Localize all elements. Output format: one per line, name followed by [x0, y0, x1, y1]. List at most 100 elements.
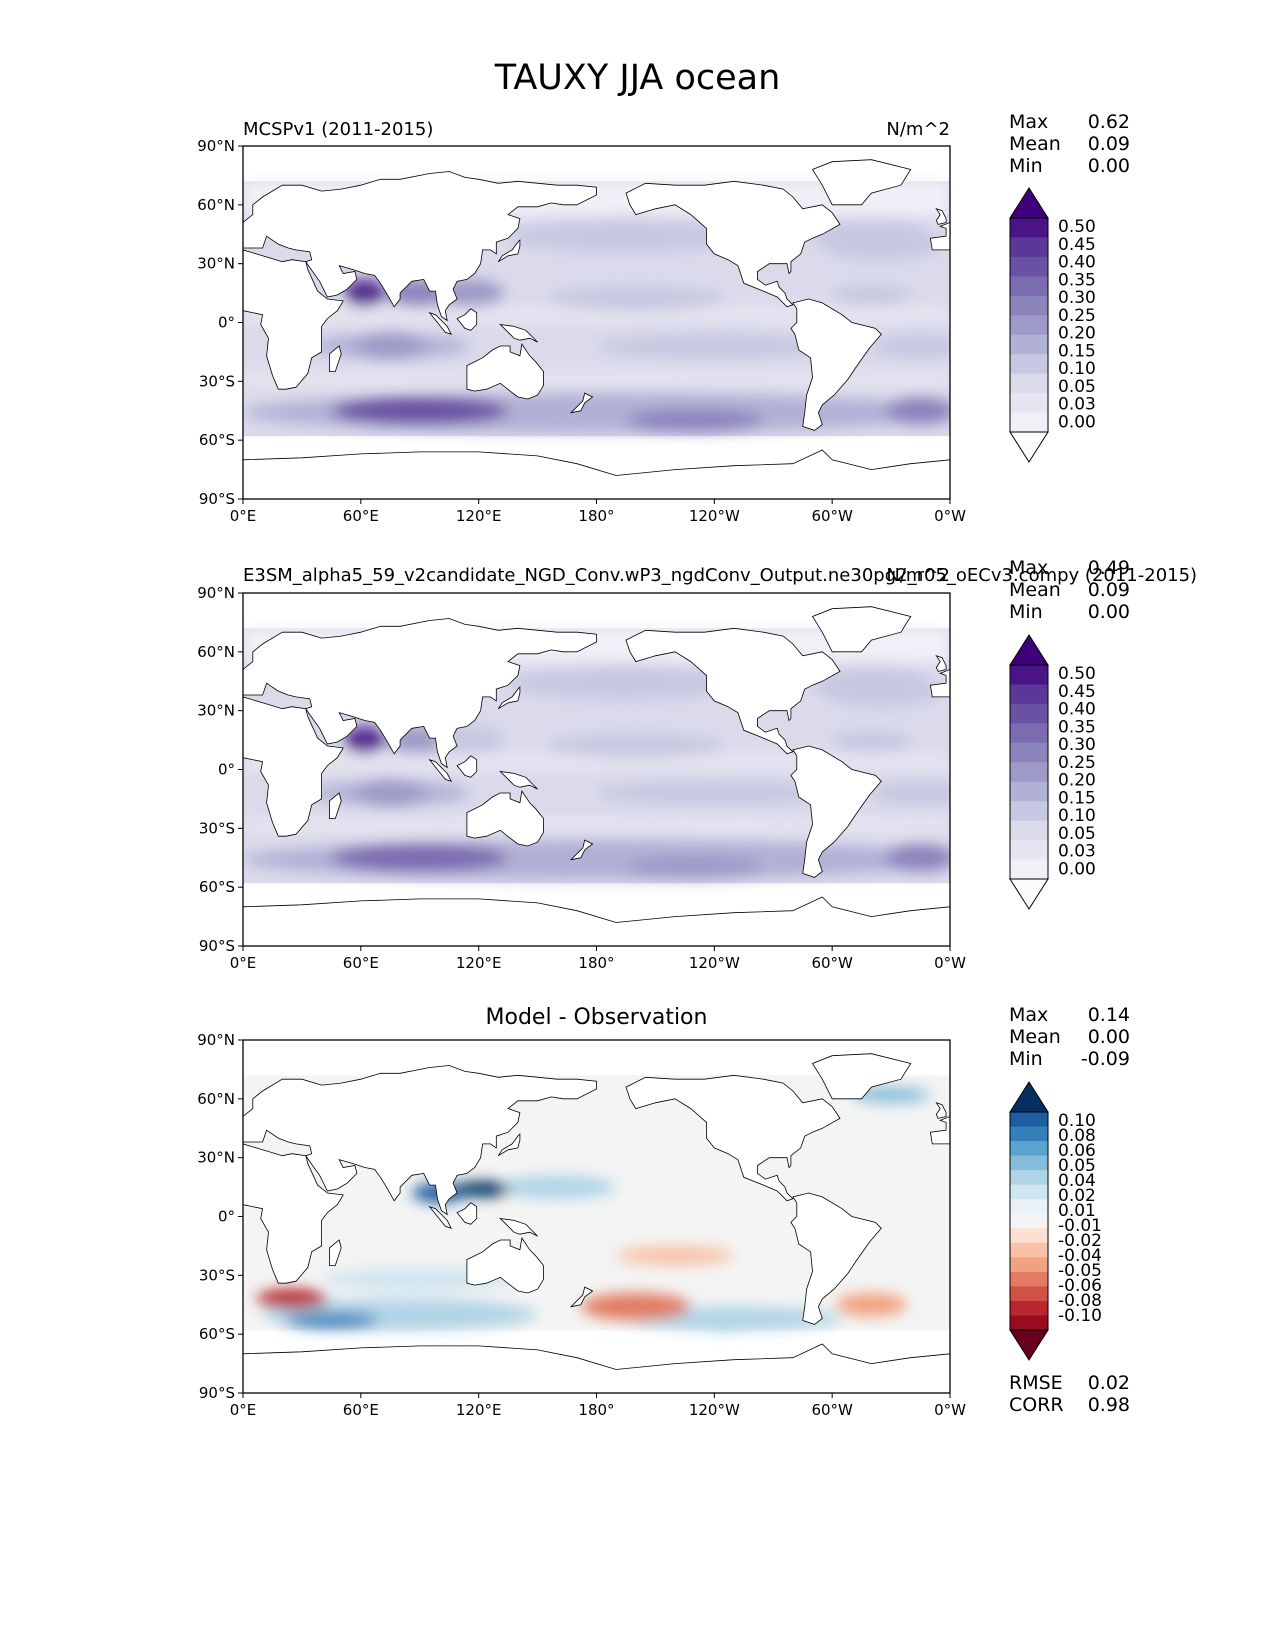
stat-value-mean: 0.09 [1087, 579, 1130, 601]
south-indian-trades [354, 332, 426, 360]
x-tick-label: 0°E [230, 507, 257, 525]
south-atlantic [885, 397, 950, 425]
land-new-zealand [569, 839, 594, 861]
land-new-zealand [569, 1286, 594, 1308]
colorbar-segment [1010, 1257, 1048, 1273]
land-borneo [456, 1202, 478, 1225]
x-tick-label: 0°E [230, 1401, 257, 1419]
colorbar-tick-label: 0.50 [1058, 217, 1096, 237]
land-south-america [790, 745, 882, 878]
x-tick-label: 0°W [934, 1401, 966, 1419]
colorbar-segment [1010, 665, 1048, 685]
colorbar-segment [1010, 237, 1048, 258]
colorbar-segment [1010, 334, 1048, 355]
land-sumatra [428, 1205, 452, 1229]
north-atlantic-trades [832, 732, 911, 752]
colorbar-tick-label: 0.10 [1058, 806, 1096, 826]
panel-3-metrics-values: 0.02 0.98 [1070, 1372, 1130, 1416]
stat-label-min: Min [1009, 1048, 1043, 1070]
land-madagascar [329, 345, 342, 372]
colorbar-segment [1010, 315, 1048, 336]
x-tick-label: 120°W [689, 954, 740, 972]
colorbar-segment [1010, 412, 1048, 433]
y-tick-label: 60°S [199, 878, 235, 896]
colorbar-tick-label: 0.06 [1058, 1141, 1096, 1161]
north-pacific [567, 218, 685, 250]
y-tick-label: 90°N [197, 1031, 235, 1049]
colorbar-frame [1009, 217, 1049, 433]
colorbar-segment [1010, 1213, 1048, 1229]
y-tick-label: 60°S [199, 431, 235, 449]
land-japan [497, 686, 521, 710]
south-indian-trades [354, 779, 426, 807]
colorbar-tick-label: 0.01 [1058, 1201, 1096, 1221]
panel-3-metrics-labels: RMSE CORR [1009, 1372, 1064, 1416]
colorbar-tick-label: 0.30 [1058, 735, 1096, 755]
colorbar-tick-label: 0.25 [1058, 753, 1096, 773]
panel-1-stats-labels: Max Mean Min [1009, 111, 1061, 177]
panel-1-colorbar: 0.500.450.400.350.300.250.200.150.100.05… [1009, 187, 1096, 463]
land-greenland [811, 159, 912, 206]
stat-value-max: 0.49 [1087, 557, 1130, 579]
colorbar-segment [1010, 373, 1048, 394]
doldrums [243, 306, 950, 323]
southern-indian-diff [284, 1312, 379, 1329]
panel-3-stats-labels: Max Mean Min [1009, 1004, 1061, 1070]
colorbar-tick-label: -0.05 [1058, 1261, 1102, 1281]
colorbar-segment [1010, 295, 1048, 316]
land-africa [243, 696, 344, 837]
colorbar-segment [1010, 859, 1048, 880]
y-tick-label: 30°N [197, 702, 235, 720]
panel-2-units: N/m^2 [886, 565, 950, 586]
panel-2-map: 0°E 60°E 120°E 180° 120°W 60°W 0°W 90°N 60°N 30°N… [197, 584, 966, 972]
west-pacific-band [498, 1175, 617, 1199]
land-greenland [811, 1053, 912, 1100]
x-tick-label: 180° [578, 954, 614, 972]
land-eurasia [243, 171, 597, 322]
colorbar-tick-label: 0.20 [1058, 324, 1096, 344]
panel-2-left-title: E3SM_alpha5_59_v2candidate_NGD_Conv.wP3_… [243, 565, 1198, 586]
subtropical-high [243, 371, 950, 386]
colorbar-tick-label: 0.10 [1058, 359, 1096, 379]
land-eurasia [243, 1065, 597, 1216]
colorbar-tick-label: 0.00 [1058, 412, 1096, 432]
south-atlantic-trades [871, 781, 950, 805]
colorbar-segment [1010, 1199, 1048, 1215]
panel-3-map: 0°E 60°E 120°E 180° 120°W 60°W 0°W 90°N 60°N 30°N… [197, 1031, 966, 1419]
stat-value-min: 0.00 [1087, 155, 1130, 177]
x-tick-label: 0°W [934, 507, 966, 525]
x-tick-label: 60°W [811, 507, 853, 525]
colorbar-tick-label: -0.06 [1058, 1276, 1102, 1296]
colorbar-tick-label: 0.05 [1058, 824, 1096, 844]
stat-label-max: Max [1009, 557, 1049, 579]
colorbar-segment [1010, 276, 1048, 297]
colorbar-tick-label: 0.05 [1058, 1156, 1096, 1176]
colorbar-tick-label: 0.00 [1058, 859, 1096, 879]
colorbar-segment [1010, 742, 1048, 763]
y-tick-label: 90°N [197, 137, 235, 155]
colorbar-tick-label: 0.15 [1058, 341, 1096, 361]
colorbar-tick-label: -0.10 [1058, 1306, 1102, 1326]
panel-1-units: N/m^2 [886, 119, 950, 140]
colorbar-segment [1010, 1315, 1048, 1331]
y-tick-label: 0° [218, 761, 235, 779]
x-tick-label: 120°W [689, 507, 740, 525]
land-britain [935, 655, 947, 672]
colorbar-segment [1010, 703, 1048, 724]
colorbar-tick-label: 0.30 [1058, 288, 1096, 308]
south-atlantic-trades [871, 334, 950, 358]
colorbar-tick-label: -0.04 [1058, 1246, 1102, 1266]
stat-label-max: Max [1009, 111, 1049, 133]
y-tick-label: 60°N [197, 643, 235, 661]
y-tick-label: 30°S [199, 372, 235, 390]
colorbar-segment [1010, 218, 1048, 238]
land-new-guinea [499, 1217, 538, 1237]
south-china-sea-diff [455, 1181, 511, 1197]
x-tick-label: 60°E [343, 1401, 379, 1419]
panel-3-center-title: Model - Observation [485, 1005, 708, 1030]
colorbar-tick-label: -0.01 [1058, 1216, 1102, 1236]
colorbar-segment [1010, 762, 1048, 783]
colorbar-tick-label: 0.45 [1058, 682, 1096, 702]
colorbar-segment [1010, 840, 1048, 861]
colorbar-segment [1010, 1300, 1048, 1316]
